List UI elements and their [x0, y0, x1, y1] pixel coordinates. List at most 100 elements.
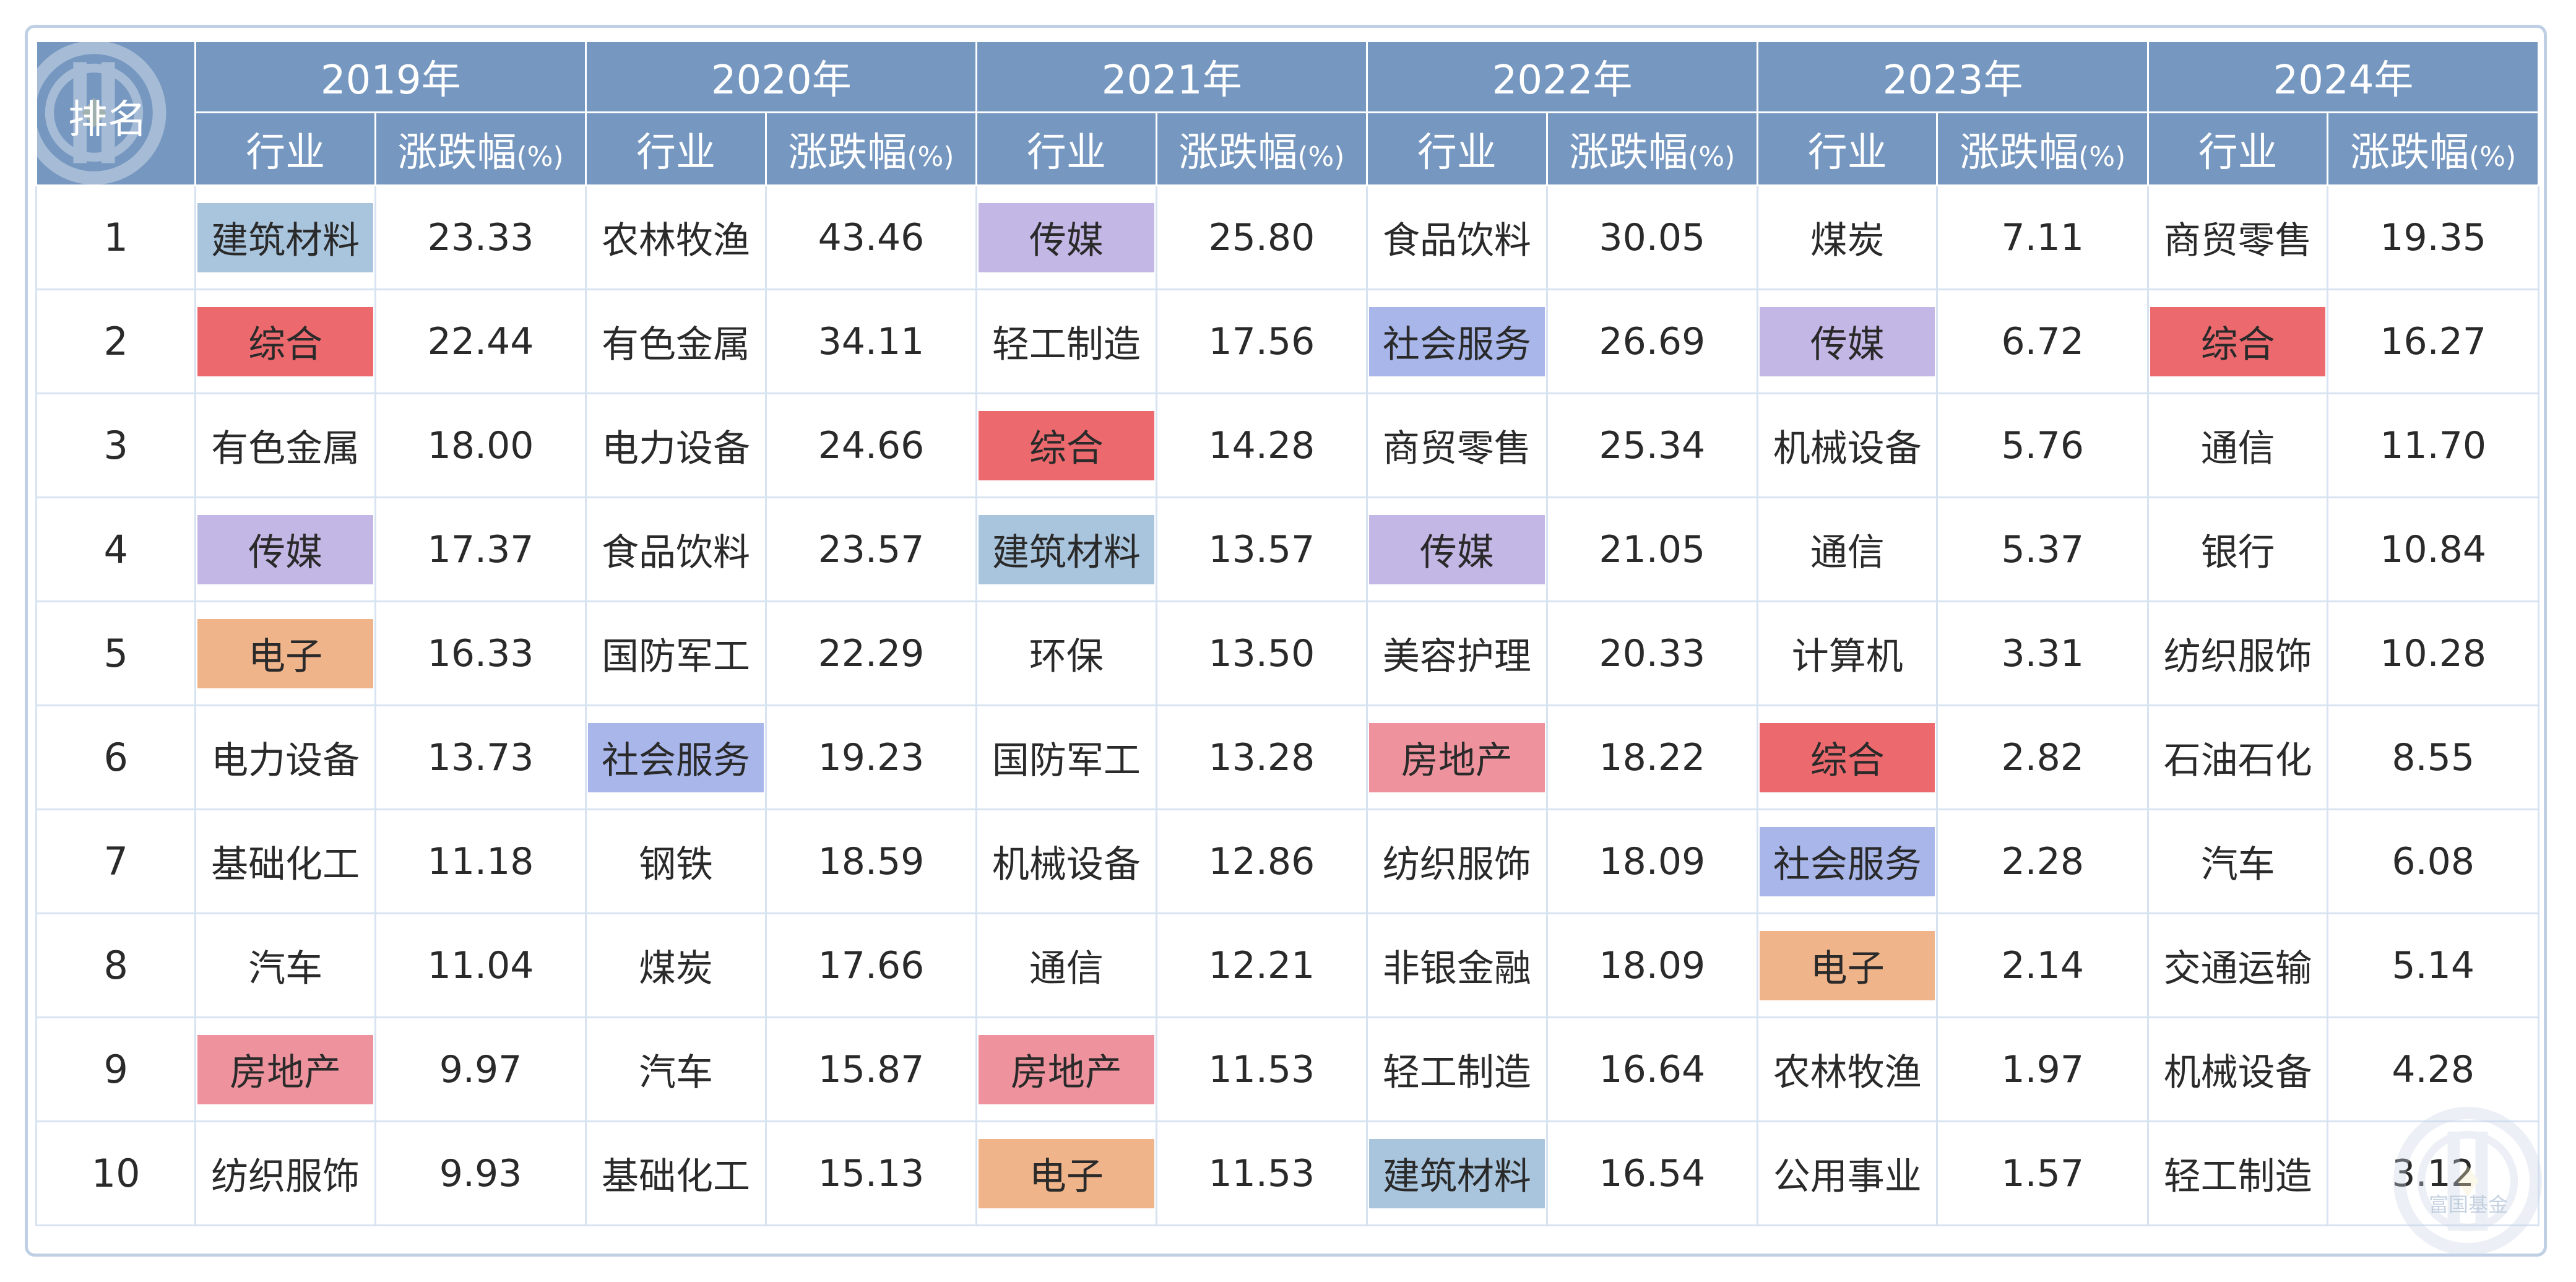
- industry-name: 食品饮料: [1382, 219, 1531, 262]
- change-column-label: 涨跌幅: [1569, 129, 1688, 176]
- change-value-cell: 9.97: [374, 1016, 587, 1122]
- industry-cell: 建筑材料: [1366, 1120, 1548, 1226]
- column-header-row: 行业 涨跌幅(%) 行业 涨跌幅(%) 行业 涨跌幅(%) 行业 涨跌幅(%) 行业 涨跌幅(%)…: [37, 111, 2539, 186]
- industry-name: 社会服务: [1382, 323, 1531, 366]
- change-value-cell: 30.05: [1545, 184, 1759, 290]
- industry-name: 综合: [2200, 323, 2275, 366]
- change-value-cell: 1.57: [1936, 1120, 2149, 1226]
- industry-cell: 汽车: [2146, 808, 2329, 914]
- industry-name: 非银金融: [1382, 947, 1531, 990]
- industry-highlight: [1760, 930, 1935, 1000]
- change-value-cell: 25.80: [1155, 184, 1368, 290]
- industry-name: 食品饮料: [602, 531, 750, 574]
- table-row: 10 纺织服饰 9.93 基础化工 15.13 电子 11.53 建筑材料 16.54 公用事业 1…: [35, 1120, 2539, 1226]
- industry-cell: 综合: [975, 392, 1157, 498]
- table-row: 5 电子 16.33 国防军工 22.29 环保 13.50 美容护理 20.33 计算机 3.31…: [35, 600, 2539, 706]
- change-column-header: 涨跌幅(%): [764, 111, 978, 186]
- industry-ranking-table: 排名 2019年 2020年 2021年 2022年 2023年 2024年 行…: [35, 40, 2540, 1226]
- change-value-cell: 13.57: [1155, 496, 1368, 602]
- change-value-cell: 2.82: [1936, 704, 2149, 810]
- rank-cell: 3: [35, 392, 197, 498]
- industry-cell: 传媒: [1757, 288, 1938, 394]
- table-row: 8 汽车 11.04 煤炭 17.66 通信 12.21 非银金融 18.09 电子 2.14 交通运…: [35, 912, 2539, 1018]
- rank-cell: 2: [35, 288, 197, 394]
- industry-name: 美容护理: [1382, 635, 1531, 678]
- industry-cell: 钢铁: [585, 808, 767, 914]
- industry-cell: 汽车: [194, 912, 376, 1018]
- change-value-cell: 22.44: [374, 288, 587, 394]
- rank-cell: 8: [35, 912, 197, 1018]
- change-value-cell: 6.72: [1936, 288, 2149, 394]
- change-value-cell: 18.59: [764, 808, 978, 914]
- industry-cell: 国防军工: [585, 600, 767, 706]
- change-value-cell: 25.34: [1545, 392, 1759, 498]
- change-value-cell: 22.29: [764, 600, 978, 706]
- industry-name: 房地产: [1010, 1051, 1122, 1094]
- industry-name: 传媒: [1029, 219, 1104, 262]
- change-value-cell: 17.37: [374, 496, 587, 602]
- industry-cell: 电力设备: [585, 392, 767, 498]
- change-column-header: 涨跌幅(%): [374, 111, 587, 186]
- industry-cell: 电子: [1757, 912, 1938, 1018]
- industry-highlight: [1369, 722, 1545, 792]
- industry-highlight: [979, 202, 1154, 272]
- change-column-label: 涨跌幅: [2350, 129, 2470, 176]
- industry-cell: 通信: [975, 912, 1157, 1018]
- industry-name: 轻工制造: [2163, 1155, 2312, 1198]
- industry-cell: 计算机: [1757, 600, 1938, 706]
- industry-cell: 交通运输: [2146, 912, 2329, 1018]
- industry-cell: 房地产: [1366, 704, 1548, 810]
- change-value-cell: 2.14: [1936, 912, 2149, 1018]
- change-column-unit: (%): [516, 141, 564, 173]
- industry-name: 纺织服饰: [211, 1155, 360, 1198]
- change-value-cell: 18.09: [1545, 912, 1759, 1018]
- change-value-cell: 5.76: [1936, 392, 2149, 498]
- industry-name: 计算机: [1791, 635, 1903, 678]
- change-value-cell: 19.35: [2327, 184, 2539, 290]
- change-value-cell: 14.28: [1155, 392, 1368, 498]
- rank-header: 排名: [35, 40, 197, 186]
- industry-cell: 房地产: [194, 1016, 376, 1122]
- change-value-cell: 13.50: [1155, 600, 1368, 706]
- industry-column-header: 行业: [1757, 111, 1938, 186]
- industry-name: 钢铁: [639, 843, 713, 886]
- industry-cell: 传媒: [975, 184, 1157, 290]
- table-body: 1 建筑材料 23.33 农林牧渔 43.46 传媒 25.80 食品饮料 30.05 煤炭 7.1…: [35, 184, 2539, 1226]
- change-value-cell: 9.93: [374, 1120, 587, 1226]
- change-value-cell: 23.33: [374, 184, 587, 290]
- industry-name: 环保: [1029, 635, 1104, 678]
- industry-cell: 汽车: [585, 1016, 767, 1122]
- industry-highlight: [1369, 514, 1545, 584]
- industry-highlight: [197, 1034, 373, 1104]
- industry-name: 社会服务: [1773, 843, 1922, 886]
- table-row: 7 基础化工 11.18 钢铁 18.59 机械设备 12.86 纺织服饰 18.09 社会服务 2…: [35, 808, 2539, 914]
- industry-cell: 公用事业: [1757, 1120, 1938, 1226]
- change-value-cell: 8.55: [2327, 704, 2539, 810]
- industry-name: 纺织服饰: [2163, 635, 2312, 678]
- industry-cell: 传媒: [1366, 496, 1548, 602]
- change-value-cell: 7.11: [1936, 184, 2149, 290]
- industry-column-header: 行业: [2146, 111, 2329, 186]
- industry-name: 建筑材料: [992, 531, 1141, 574]
- industry-name: 轻工制造: [992, 323, 1141, 366]
- industry-name: 传媒: [1419, 531, 1494, 574]
- industry-cell: 综合: [2146, 288, 2329, 394]
- change-value-cell: 5.37: [1936, 496, 2149, 602]
- industry-highlight: [979, 1138, 1154, 1208]
- change-column-label: 涨跌幅: [397, 129, 517, 176]
- industry-highlight: [588, 722, 764, 792]
- industry-name: 综合: [248, 323, 323, 366]
- industry-name: 公用事业: [1773, 1155, 1922, 1198]
- industry-cell: 机械设备: [2146, 1016, 2329, 1122]
- change-value-cell: 18.22: [1545, 704, 1759, 810]
- rank-cell: 1: [35, 184, 197, 290]
- industry-cell: 有色金属: [585, 288, 767, 394]
- change-value-cell: 4.28: [2327, 1016, 2539, 1122]
- industry-cell: 纺织服饰: [194, 1120, 376, 1226]
- industry-name: 房地产: [1401, 739, 1513, 782]
- change-value-cell: 17.66: [764, 912, 978, 1018]
- industry-name: 石油石化: [2163, 739, 2312, 782]
- table-row: 2 综合 22.44 有色金属 34.11 轻工制造 17.56 社会服务 26.69 传媒 6.7…: [35, 288, 2539, 394]
- change-value-cell: 13.28: [1155, 704, 1368, 810]
- year-header: 2024年: [2146, 40, 2540, 113]
